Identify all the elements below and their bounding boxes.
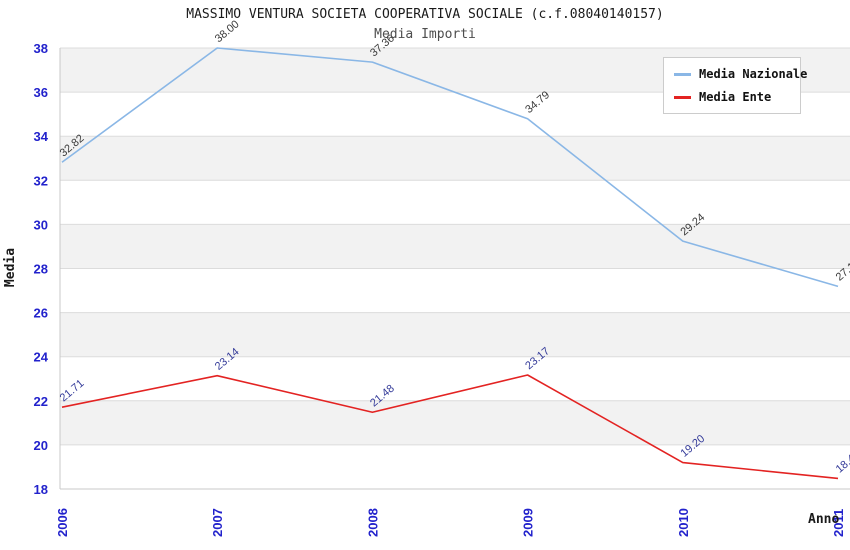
x-tick-label: 2009 <box>521 508 536 537</box>
y-tick-label: 38 <box>34 41 48 56</box>
chart-subtitle: Media Importi <box>374 27 476 42</box>
plot-band <box>60 224 850 269</box>
legend-swatch-media-nazionale <box>674 72 691 76</box>
y-tick-label: 28 <box>34 262 48 277</box>
legend-item-media-ente: Media Ente <box>674 90 790 104</box>
y-tick-label: 32 <box>34 173 48 188</box>
x-tick-label: 2006 <box>55 508 70 537</box>
legend-label-media-nazionale: Media Nazionale <box>699 67 808 81</box>
y-tick-label: 34 <box>34 129 49 144</box>
x-tick-label: 2011 <box>831 509 846 537</box>
legend: Media Nazionale Media Ente <box>663 57 807 114</box>
chart-title: MASSIMO VENTURA SOCIETA COOPERATIVA SOCI… <box>186 7 664 22</box>
plot-band <box>60 136 850 181</box>
x-tick-label: 2010 <box>676 508 691 537</box>
series-line-media-ente <box>61 374 839 480</box>
x-tick-label: 2007 <box>210 508 225 537</box>
legend-swatch-media-ente <box>674 95 691 99</box>
series-line-media-nazionale <box>61 47 839 288</box>
y-tick-label: 36 <box>34 85 48 100</box>
plot-band <box>60 400 850 445</box>
y-tick-label: 26 <box>34 306 48 321</box>
y-tick-label: 20 <box>34 438 48 453</box>
plot-band <box>60 312 850 357</box>
legend-label-media-ente: Media Ente <box>699 90 772 104</box>
y-tick-label: 24 <box>34 350 49 365</box>
y-tick-label: 18 <box>34 482 48 497</box>
x-tick-label: 2008 <box>365 508 380 537</box>
y-tick-label: 22 <box>34 394 48 409</box>
legend-item-media-nazionale: Media Nazionale <box>674 67 807 81</box>
y-tick-label: 30 <box>34 217 48 232</box>
x-axis-title: Anno <box>808 512 840 527</box>
y-axis-title: Media <box>3 247 19 288</box>
